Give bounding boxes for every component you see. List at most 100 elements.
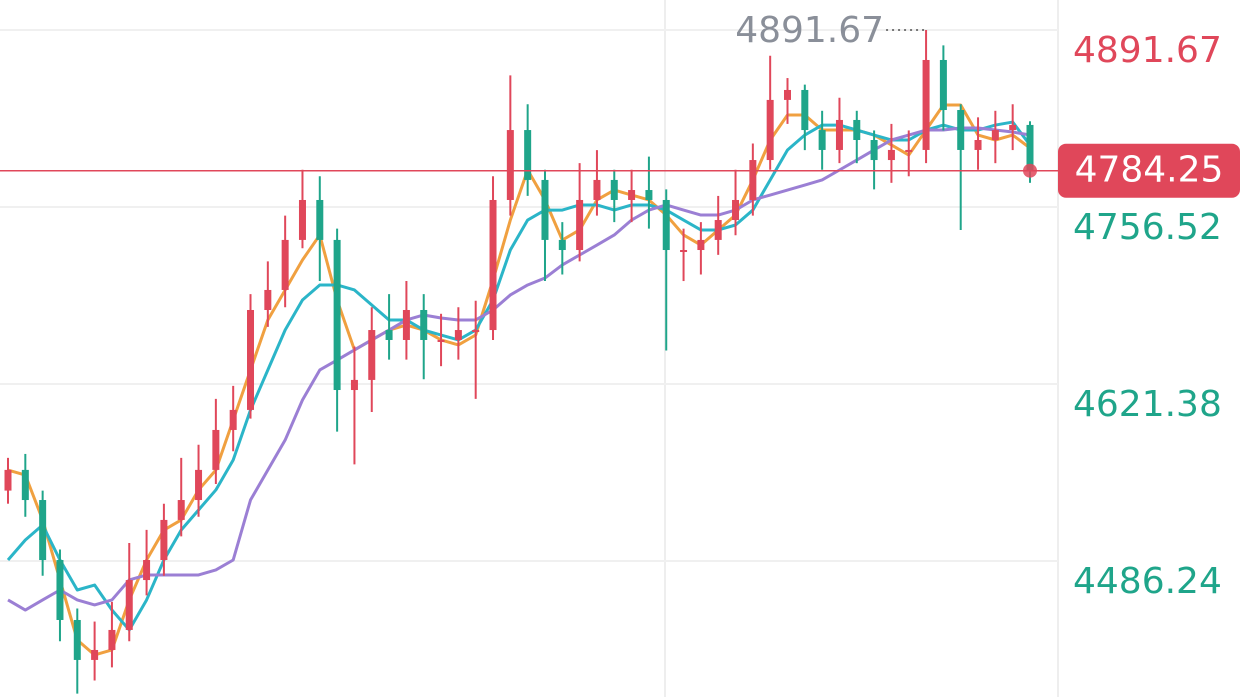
candle-body xyxy=(264,289,272,310)
candle xyxy=(402,281,410,360)
candle xyxy=(281,215,289,308)
candle xyxy=(56,549,64,642)
candle xyxy=(333,228,341,432)
candle xyxy=(593,150,601,216)
candle-body xyxy=(887,149,895,161)
candle-body xyxy=(125,580,133,630)
candle-body xyxy=(385,330,393,340)
candle-body xyxy=(247,309,255,410)
candle xyxy=(645,156,653,229)
candle xyxy=(628,169,636,223)
candle xyxy=(662,189,670,351)
candle-body xyxy=(472,330,480,333)
candle xyxy=(801,84,809,151)
candle xyxy=(783,78,791,124)
candle-body xyxy=(749,160,757,200)
candle-body xyxy=(922,59,930,150)
candle xyxy=(818,110,826,170)
candle xyxy=(957,104,965,230)
candle xyxy=(766,55,774,170)
candle xyxy=(610,169,618,223)
candle-body xyxy=(991,130,999,141)
y-tick-label: 4486.24 xyxy=(1073,561,1222,602)
candle-body xyxy=(316,199,324,240)
candle xyxy=(160,503,168,576)
candle-body xyxy=(73,619,81,660)
candle-body xyxy=(628,190,636,200)
candle-body xyxy=(56,560,64,620)
candle xyxy=(541,169,549,282)
last-price-badge xyxy=(1058,143,1240,198)
candle-body xyxy=(714,220,722,240)
candle xyxy=(420,294,428,380)
candle xyxy=(1009,104,1017,151)
candle xyxy=(489,176,497,340)
y-tick-label: 4891.67 xyxy=(1073,30,1222,71)
candle xyxy=(905,130,913,177)
candle-body xyxy=(195,469,203,501)
candle xyxy=(298,169,306,249)
candle-body xyxy=(229,409,237,430)
candle xyxy=(316,176,324,282)
candle-body xyxy=(143,560,151,581)
candle-body xyxy=(645,190,653,200)
candle xyxy=(835,97,843,164)
candle xyxy=(437,313,445,367)
candle-body xyxy=(697,239,705,251)
candle-body xyxy=(177,500,185,520)
candle-body xyxy=(420,309,428,340)
candle-body xyxy=(558,239,566,251)
candle-body xyxy=(39,500,47,561)
ma-line xyxy=(7,103,1031,657)
candle xyxy=(506,75,514,216)
candle-body xyxy=(593,179,601,200)
candle-body xyxy=(91,649,99,660)
candle xyxy=(21,453,29,517)
candle xyxy=(264,261,272,327)
candle-body xyxy=(801,89,809,131)
candle xyxy=(39,490,47,576)
candle xyxy=(108,601,116,668)
candle xyxy=(991,110,999,164)
candle-body xyxy=(454,330,462,340)
candle-body xyxy=(853,119,861,141)
candle-body xyxy=(212,429,220,470)
candle xyxy=(939,45,947,131)
candle xyxy=(91,621,99,681)
candle xyxy=(350,346,358,465)
candle xyxy=(472,300,480,399)
last-price-label: 4784.25 xyxy=(1075,150,1224,191)
candle-body xyxy=(1026,124,1034,171)
candle xyxy=(4,457,12,504)
candle xyxy=(177,457,185,537)
candle-body xyxy=(766,99,774,161)
candle-body xyxy=(974,140,982,150)
candle-body xyxy=(870,140,878,161)
candle xyxy=(749,143,757,216)
candle xyxy=(229,385,237,452)
candle xyxy=(385,294,393,360)
last-price-dot xyxy=(1023,163,1037,178)
candle xyxy=(125,542,133,642)
candle xyxy=(576,163,584,262)
candle xyxy=(195,444,203,517)
candle-body xyxy=(298,199,306,240)
ma-line xyxy=(7,126,1031,612)
candle xyxy=(870,130,878,190)
candle xyxy=(73,608,81,694)
candle-body xyxy=(506,130,514,200)
candle-body xyxy=(905,149,913,152)
candle-body xyxy=(402,309,410,340)
candle-body xyxy=(333,239,341,391)
candle xyxy=(732,169,740,236)
candle-body xyxy=(4,469,12,491)
candle-body xyxy=(576,199,584,251)
candle xyxy=(247,294,255,419)
candle-body xyxy=(437,339,445,342)
candle xyxy=(368,307,376,413)
candle xyxy=(680,228,688,282)
candle-body xyxy=(21,469,29,501)
candle-body xyxy=(783,89,791,100)
